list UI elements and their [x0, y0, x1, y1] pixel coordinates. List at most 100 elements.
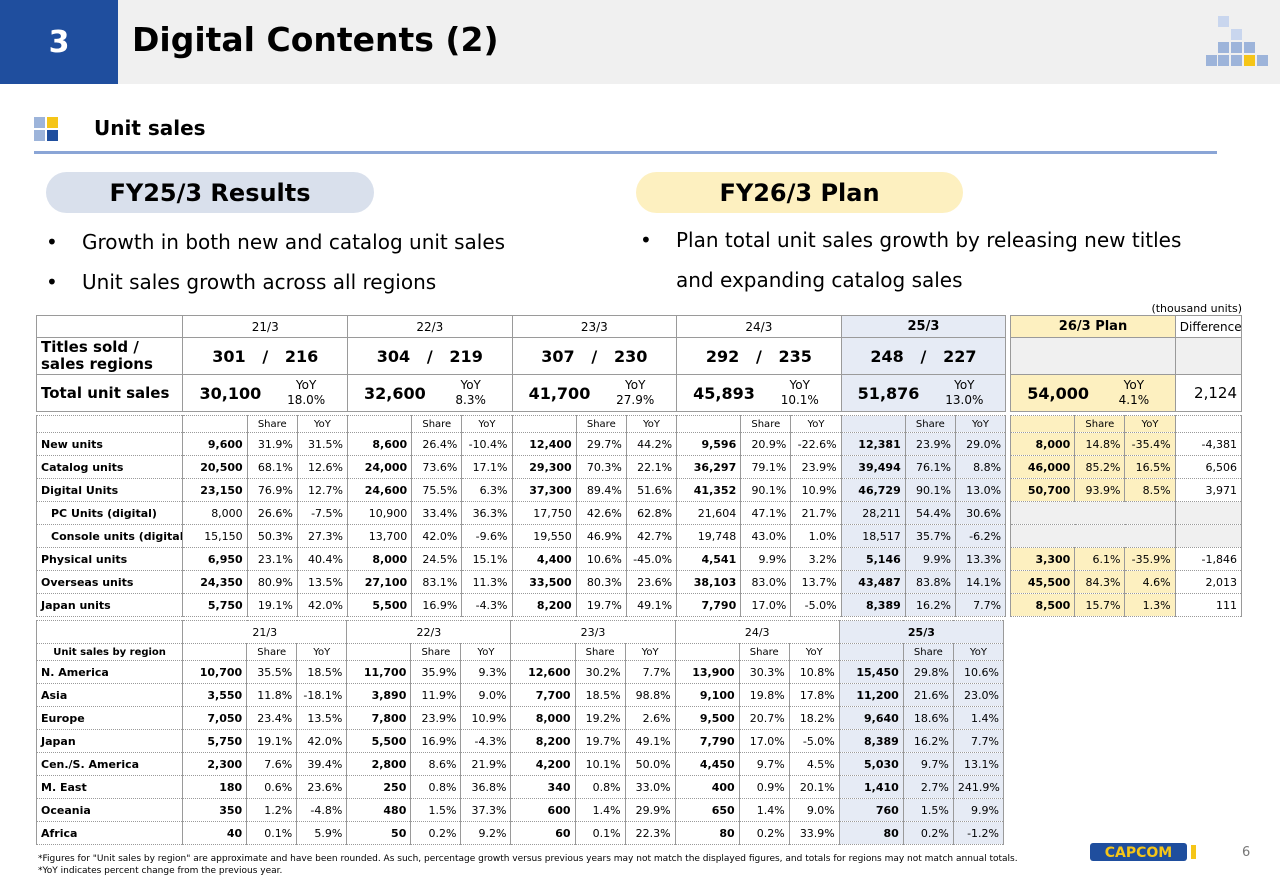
difference-cell: 111 [1174, 593, 1243, 617]
value-cell: 28,211 [840, 501, 906, 525]
value-cell: 7,790 [674, 729, 740, 753]
region-subheader-row: Unit sales by region Share YoY Share YoY Shar… [35, 643, 1005, 661]
share-header: Share [574, 643, 626, 661]
yoy-header: YoY [624, 643, 676, 661]
value-cell: 760 [838, 798, 904, 822]
share-header: Share [246, 643, 298, 661]
table-row: Catalog units 20,500 68.1% 12.6% 24,000 73.6%… [35, 455, 1243, 479]
value-cell: 400 [674, 775, 740, 799]
yoy-cell: 29.0% [954, 432, 1007, 456]
yoy-cell: -4.3% [460, 729, 512, 753]
col-header: 25/3 [838, 620, 1005, 644]
yoy-header: YoY [790, 415, 842, 433]
share-cell: 23.9% [410, 706, 462, 730]
capcom-logo: CAPCOM [1090, 843, 1196, 861]
section-squares-icon [34, 117, 60, 143]
value-cell: 9,100 [674, 683, 740, 707]
value-cell: 12,400 [511, 432, 577, 456]
yoy-cell: 14.1% [954, 570, 1007, 594]
yoy-cell: 7.7% [624, 660, 676, 684]
value-cell: 45,500 [1010, 570, 1076, 594]
share-cell: 26.6% [246, 501, 298, 525]
yoy-cell: 44.2% [625, 432, 678, 456]
share-cell: 14.8% [1074, 432, 1126, 456]
value-cell: 3,300 [1010, 547, 1076, 571]
share-cell: 29.7% [575, 432, 627, 456]
row-label: New units [35, 432, 184, 456]
blank-cell [1010, 415, 1076, 433]
share-cell: 19.7% [574, 729, 626, 753]
blank-cell [35, 415, 184, 433]
share-cell: 1.5% [410, 798, 462, 822]
share-cell: 23.9% [904, 432, 956, 456]
yoy-cell: 12.6% [296, 455, 349, 479]
share-cell: 54.4% [904, 501, 956, 525]
blank-cell [676, 415, 742, 433]
value-cell: 4,200 [510, 752, 576, 776]
share-cell: 85.2% [1074, 455, 1126, 479]
share-header: Share [410, 643, 462, 661]
col-header: 22/3 [346, 620, 512, 644]
page-number: 6 [1242, 845, 1251, 860]
share-cell: 20.9% [740, 432, 792, 456]
value-cell: 43,487 [840, 570, 906, 594]
yoy-cell: 16.5% [1124, 455, 1176, 479]
share-cell: 18.6% [902, 706, 954, 730]
value-cell: 18,517 [840, 524, 906, 548]
share-cell: 73.6% [411, 455, 463, 479]
share-cell: 29.8% [902, 660, 954, 684]
yoy-header: YoY [296, 643, 348, 661]
difference-cell: -4,381 [1174, 432, 1243, 456]
table-row: Overseas units 24,350 80.9% 13.5% 27,100 83.1… [35, 570, 1243, 594]
blank-cell [182, 643, 248, 661]
share-cell: 0.1% [246, 821, 298, 845]
value-cell: 41,352 [676, 478, 742, 502]
value-cell: 8,389 [840, 593, 906, 617]
yoy-cell: 1.0% [790, 524, 842, 548]
row-label: Cen./S. America [35, 752, 184, 776]
value-cell: 17,750 [511, 501, 577, 525]
yoy-cell: 23.6% [625, 570, 678, 594]
share-cell: 16.2% [904, 593, 956, 617]
share-cell: 90.1% [904, 478, 956, 502]
yoy-cell: 42.0% [296, 593, 349, 617]
value-cell: 80 [838, 821, 904, 845]
yoy-cell: -35.4% [1124, 432, 1176, 456]
row-label: Oceania [35, 798, 184, 822]
yoy-cell: 42.7% [625, 524, 678, 548]
value-cell: 2,300 [182, 752, 248, 776]
yoy-cell: 13.5% [296, 570, 349, 594]
yoy-cell: 2.6% [624, 706, 676, 730]
value-cell: 19,748 [676, 524, 742, 548]
yoy-cell: -5.0% [790, 593, 842, 617]
share-cell: 35.5% [246, 660, 298, 684]
share-header: Share [575, 415, 627, 433]
table-row: Digital Units 23,150 76.9% 12.7% 24,600 75.5%… [35, 478, 1243, 502]
detail-table: Share YoY Share YoY Share YoY Share YoY Share YoY… [35, 415, 1243, 617]
titles-cell: 292 / 235 [676, 337, 842, 375]
value-cell: 39,494 [840, 455, 906, 479]
yoy-header: YoY [788, 643, 840, 661]
share-header: Share [1074, 415, 1126, 433]
summary-header-row: 21/3 22/3 23/3 24/3 25/3 26/3 Plan Diffe… [35, 315, 1243, 338]
region-header-row: 21/3 22/3 23/3 24/3 25/3 [35, 620, 1005, 644]
difference-cell: 6,506 [1174, 455, 1243, 479]
row-label: Africa [35, 821, 184, 845]
share-cell: 23.4% [246, 706, 298, 730]
value-cell: 8,000 [346, 547, 413, 571]
value-cell: 5,750 [182, 593, 248, 617]
col-header: 24/3 [676, 315, 842, 338]
value-cell: 23,150 [182, 478, 248, 502]
region-table: 21/3 22/3 23/3 24/3 25/3 Unit sales by region… [35, 620, 1005, 845]
empty-cell [1124, 524, 1176, 548]
share-header: Share [902, 643, 954, 661]
blank-cell [510, 643, 576, 661]
value-cell: 250 [346, 775, 412, 799]
yoy-cell: 17.8% [788, 683, 840, 707]
table-row: Africa 40 0.1% 5.9% 50 0.2% 9.2% 60 0.1% 22.3% 80 0… [35, 821, 1005, 845]
value-cell: 5,030 [838, 752, 904, 776]
yoy-cell: -4.8% [296, 798, 348, 822]
value-cell: 9,600 [182, 432, 248, 456]
value-cell: 10,900 [346, 501, 413, 525]
yoy-cell: 40.4% [296, 547, 349, 571]
